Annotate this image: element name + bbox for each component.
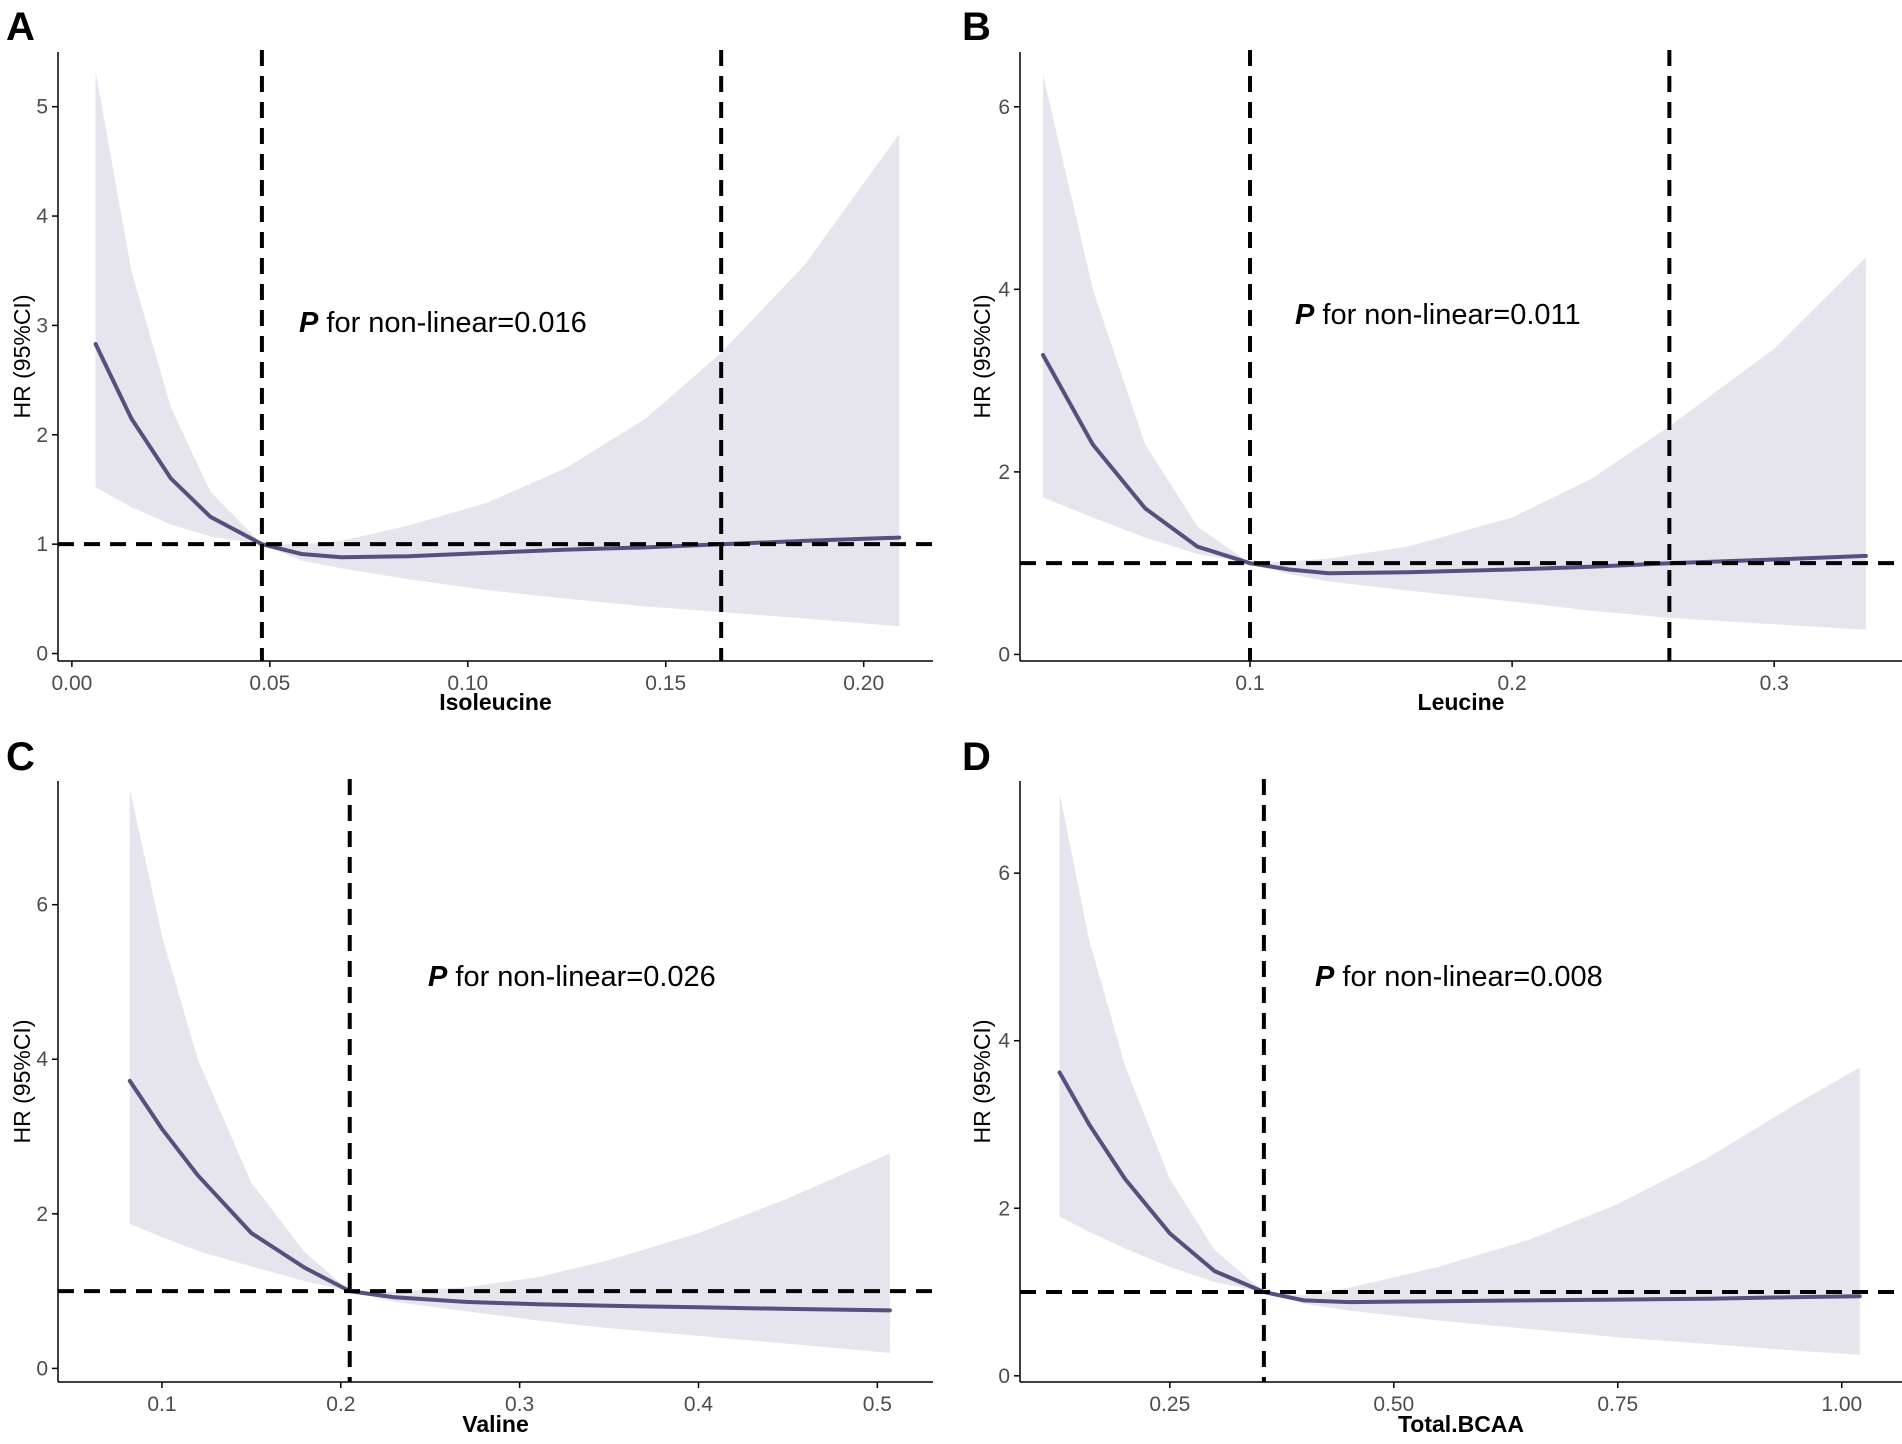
p-nonlinear-text: for non-linear=0.026 [447, 961, 715, 993]
p-nonlinear-annotation: P for non-linear=0.008 [1315, 961, 1603, 993]
x-axis-title: Total.BCAA [1398, 1411, 1524, 1437]
x-tick-label: 0.25 [1149, 1393, 1190, 1416]
p-symbol: P [1315, 961, 1335, 993]
p-nonlinear-text: for non-linear=0.008 [1334, 961, 1602, 993]
x-axis-title: Isoleucine [439, 689, 551, 715]
panel-c-chart: 0 2 4 6 0.1 0.2 0.3 0.4 0.5 Valine HR (95%CI) C P fo… [6, 735, 933, 1437]
ci-ribbon [1043, 74, 1866, 630]
p-nonlinear-annotation: P for non-linear=0.026 [428, 961, 716, 993]
p-symbol: P [428, 961, 448, 993]
y-tick-label: 0 [998, 643, 1010, 666]
panel-label: C [6, 735, 35, 779]
p-symbol: P [299, 307, 319, 339]
y-axis-title: HR (95%CI) [9, 295, 35, 419]
panel-label: B [962, 5, 991, 49]
y-axis-title: HR (95%CI) [9, 1020, 35, 1144]
p-nonlinear-annotation: P for non-linear=0.011 [1295, 299, 1581, 331]
y-axis-title: HR (95%CI) [969, 295, 995, 419]
x-tick-label: 0.2 [1498, 672, 1527, 695]
x-tick-label: 0.75 [1597, 1393, 1638, 1416]
y-tick-label: 0 [36, 1357, 48, 1380]
x-tick-label: 1.00 [1821, 1393, 1862, 1416]
y-tick-label: 6 [36, 894, 48, 917]
y-tick-label: 2 [36, 424, 48, 447]
x-tick-label: 0.5 [863, 1393, 892, 1416]
ci-ribbon [95, 71, 900, 627]
x-tick-label: 0.2 [326, 1393, 355, 1416]
hr-curve [127, 1078, 892, 1313]
y-tick-label: 6 [998, 96, 1010, 119]
x-tick-label: 0.05 [249, 672, 290, 695]
panel-b-chart: 0 2 4 6 0.1 0.2 0.3 Leucine HR (95%CI) B P for non… [962, 5, 1902, 715]
hr-curve [1057, 1070, 1862, 1305]
ci-ribbon [1059, 793, 1860, 1355]
y-tick-label: 0 [998, 1365, 1010, 1388]
ci-ribbon [129, 788, 890, 1353]
x-tick-label: 0.4 [684, 1393, 714, 1416]
x-tick-label: 0.15 [645, 672, 686, 695]
x-tick-label: 0.3 [1760, 672, 1789, 695]
p-symbol: P [1295, 299, 1315, 331]
panel-d-chart: 0 2 4 6 0.25 0.50 0.75 1.00 Total.BCAA HR (95%CI)… [962, 735, 1902, 1437]
y-tick-label: 2 [998, 1197, 1010, 1220]
x-tick-label: 0.20 [843, 672, 884, 695]
p-nonlinear-text: for non-linear=0.011 [1314, 299, 1580, 331]
x-tick-label: 0.3 [505, 1393, 534, 1416]
y-tick-label: 1 [36, 533, 48, 556]
panel-label: D [962, 735, 991, 779]
panel-label: A [6, 5, 35, 49]
y-tick-label: 4 [36, 1048, 48, 1071]
x-tick-label: 0.10 [447, 672, 488, 695]
y-tick-label: 6 [998, 862, 1010, 885]
y-tick-label: 2 [998, 461, 1010, 484]
p-nonlinear-text: for non-linear=0.016 [318, 307, 586, 339]
y-tick-label: 5 [36, 96, 48, 119]
x-tick-label: 0.00 [51, 672, 92, 695]
x-tick-label: 0.1 [1235, 672, 1264, 695]
x-tick-label: 0.50 [1373, 1393, 1414, 1416]
y-tick-label: 2 [36, 1203, 48, 1226]
y-axis-title: HR (95%CI) [969, 1020, 995, 1144]
y-tick-label: 4 [998, 278, 1010, 301]
y-tick-label: 3 [36, 314, 48, 337]
x-tick-label: 0.1 [147, 1393, 176, 1416]
y-tick-label: 4 [36, 205, 48, 228]
x-axis-title: Valine [462, 1411, 528, 1437]
p-nonlinear-annotation: P for non-linear=0.016 [299, 307, 587, 339]
x-axis-title: Leucine [1418, 689, 1505, 715]
hr-curve [1041, 353, 1868, 576]
y-tick-label: 4 [998, 1030, 1010, 1053]
panel-a-chart: 0 1 2 3 4 5 0.00 0.05 0.10 0.15 0.20 Isoleucine HR (… [6, 5, 933, 715]
y-tick-label: 0 [36, 643, 48, 666]
